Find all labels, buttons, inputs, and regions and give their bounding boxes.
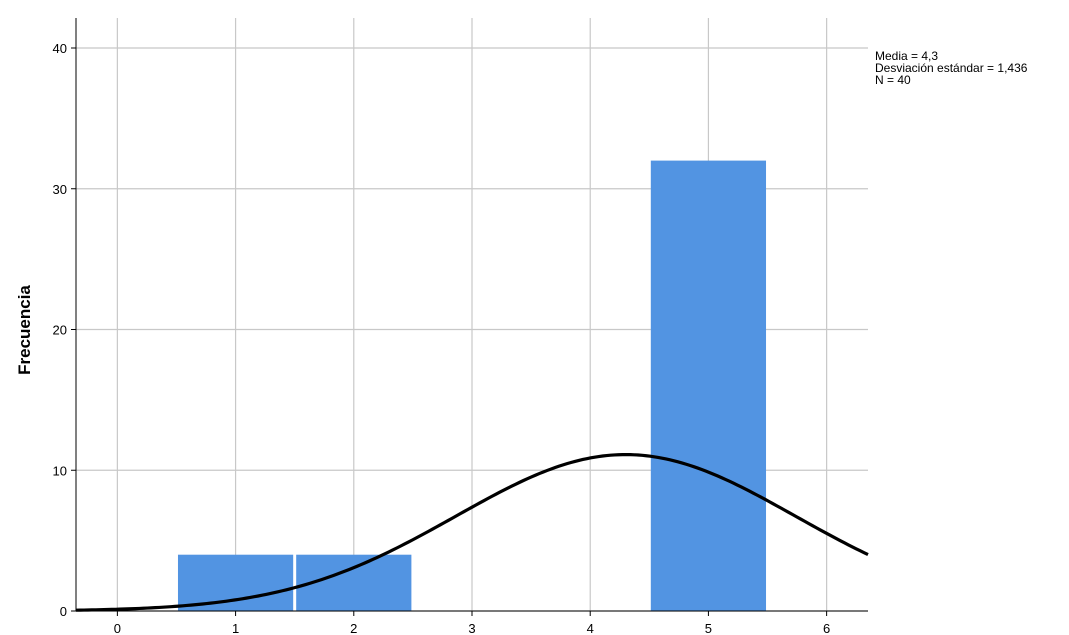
n-stat: N = 40 (875, 73, 911, 87)
x-tick-label: 2 (350, 621, 357, 635)
x-tick-label: 3 (468, 621, 475, 635)
x-tick-labels: 0 1 2 3 4 5 6 (114, 621, 830, 635)
sd-stat: Desviación estándar = 1,436 (875, 61, 1028, 75)
histogram-bar (177, 554, 294, 611)
histogram-bar (650, 160, 767, 611)
y-axis-title: Frecuencia (15, 285, 34, 375)
y-tick-label: 0 (60, 604, 67, 619)
y-tick-label: 40 (53, 41, 67, 56)
x-tick-label: 1 (232, 621, 239, 635)
statistics-box: Media = 4,3 Desviación estándar = 1,436 … (875, 50, 1027, 86)
y-tick-label: 10 (53, 463, 67, 478)
normal-curve (75, 452, 869, 612)
x-tick-label: 0 (114, 621, 121, 635)
bars (177, 160, 767, 611)
mean-stat: Media = 4,3 (875, 49, 939, 63)
x-tick-label: 5 (705, 621, 712, 635)
y-tick-label: 20 (53, 323, 67, 338)
axes (71, 18, 868, 616)
x-tick-label: 4 (587, 621, 594, 635)
y-tick-labels: 0 10 20 30 40 (53, 41, 67, 619)
y-tick-label: 30 (53, 182, 67, 197)
x-tick-label: 6 (823, 621, 830, 635)
